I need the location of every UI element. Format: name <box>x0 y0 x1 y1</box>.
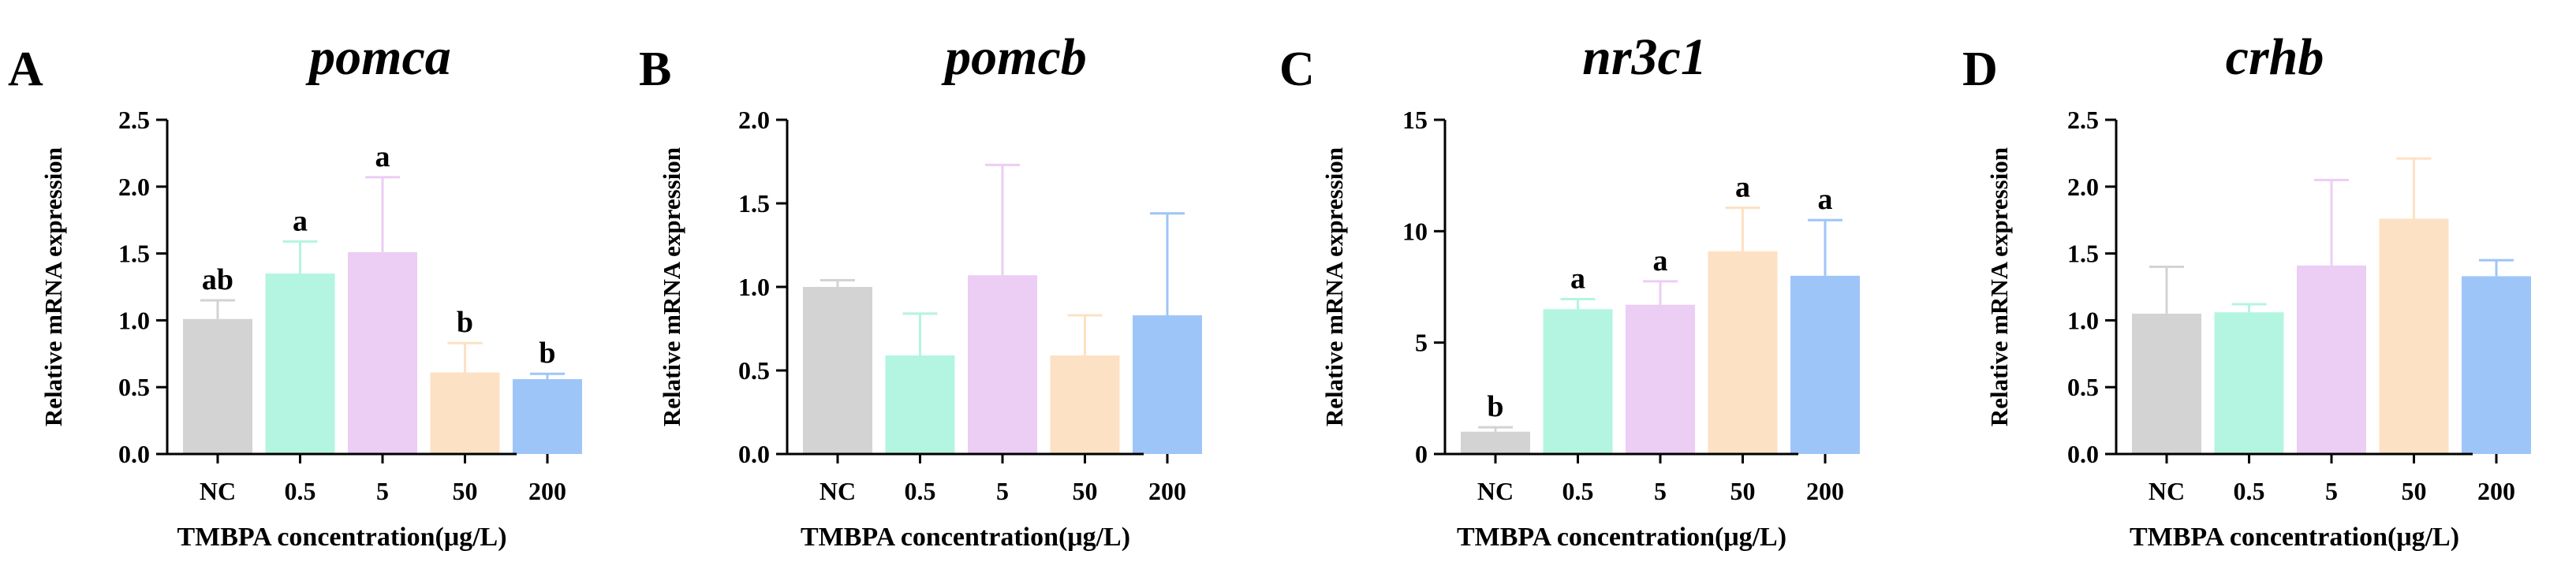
bar-NC <box>2132 313 2201 454</box>
significance-label: b <box>1487 390 1503 423</box>
x-tick-label: 0.5 <box>285 477 316 505</box>
y-axis-label: Relative mRNA expression <box>1985 147 2013 426</box>
x-tick-label: NC <box>200 477 236 505</box>
x-tick-label: 5 <box>996 477 1009 505</box>
y-tick-label: 0.5 <box>118 373 150 401</box>
x-tick-label: 0.5 <box>905 477 936 505</box>
bar-50 <box>1708 251 1778 454</box>
bar-200 <box>1133 315 1202 454</box>
x-axis-label: TMBPA concentration(μg/L) <box>1457 523 1786 552</box>
x-tick-label: 0.5 <box>2234 477 2265 505</box>
bar-50 <box>1050 355 1120 454</box>
significance-label: ab <box>202 263 233 296</box>
y-tick-label: 2.0 <box>738 106 770 134</box>
y-tick-label: 2.5 <box>118 106 150 134</box>
x-tick-label: NC <box>819 477 856 505</box>
significance-label: a <box>1653 244 1668 277</box>
x-tick-label: 50 <box>1073 477 1098 505</box>
y-tick-label: 1.5 <box>118 240 150 268</box>
chart-title: pomcb <box>941 28 1087 86</box>
bar-5 <box>348 251 417 454</box>
y-tick-label: 0.0 <box>118 440 150 468</box>
x-tick-label: 200 <box>1148 477 1186 505</box>
y-axis-label: Relative mRNA expression <box>1320 147 1348 426</box>
chart-title: pomca <box>305 28 451 86</box>
y-tick-label: 10 <box>1402 217 1428 245</box>
x-tick-label: NC <box>2149 477 2185 505</box>
y-tick-label: 0.5 <box>738 356 770 385</box>
y-tick-label: 2.0 <box>2067 173 2099 201</box>
x-tick-label: 0.5 <box>1562 477 1594 505</box>
y-axis-label: Relative mRNA expression <box>39 147 67 426</box>
bar-200 <box>1790 275 1860 454</box>
bar-5 <box>1626 304 1695 454</box>
y-tick-label: 2.5 <box>2067 106 2099 134</box>
bar-50 <box>2379 218 2449 454</box>
significance-label: a <box>1735 171 1750 204</box>
y-tick-label: 1.5 <box>738 189 770 218</box>
y-tick-label: 0.5 <box>2067 373 2099 401</box>
bar-NC <box>1461 431 1530 454</box>
y-tick-label: 5 <box>1415 329 1428 357</box>
significance-label: b <box>457 306 473 339</box>
significance-label: a <box>375 140 390 173</box>
bar-NC <box>803 287 872 454</box>
x-tick-label: 200 <box>2477 477 2515 505</box>
x-axis-label: TMBPA concentration(μg/L) <box>2130 523 2459 552</box>
x-tick-label: 200 <box>528 477 566 505</box>
y-tick-label: 0.0 <box>738 440 770 468</box>
bar-0.5 <box>2214 312 2284 454</box>
y-tick-label: 0.0 <box>2067 440 2099 468</box>
significance-label: b <box>539 337 555 370</box>
x-tick-label: NC <box>1477 477 1514 505</box>
x-tick-label: 50 <box>1730 477 1756 505</box>
panel-letter: D <box>1962 43 1998 96</box>
x-tick-label: 5 <box>376 477 389 505</box>
bar-200 <box>513 379 582 454</box>
bar-50 <box>430 372 500 454</box>
bar-0.5 <box>1543 309 1613 454</box>
bar-5 <box>2297 265 2366 454</box>
panel-letter: B <box>639 43 671 96</box>
x-tick-label: 200 <box>1806 477 1844 505</box>
y-axis-label: Relative mRNA expression <box>658 147 685 426</box>
y-tick-label: 1.0 <box>2067 306 2099 334</box>
y-tick-label: 1.0 <box>738 273 770 301</box>
x-tick-label: 5 <box>2325 477 2338 505</box>
y-tick-label: 1.0 <box>118 306 150 334</box>
significance-label: a <box>1818 183 1833 216</box>
x-tick-label: 50 <box>453 477 478 505</box>
significance-label: a <box>293 204 308 237</box>
chart-title: nr3c1 <box>1582 28 1707 86</box>
bar-200 <box>2462 276 2531 454</box>
y-tick-label: 0 <box>1415 440 1428 468</box>
x-axis-label: TMBPA concentration(μg/L) <box>801 523 1130 552</box>
bar-5 <box>968 275 1037 454</box>
x-tick-label: 50 <box>2402 477 2427 505</box>
chart-title: crhb <box>2226 28 2324 86</box>
x-tick-label: 5 <box>1654 477 1667 505</box>
bar-0.5 <box>265 274 335 454</box>
panel-letter: C <box>1279 43 1315 96</box>
y-tick-label: 15 <box>1402 106 1428 134</box>
panel-letter: A <box>8 43 43 96</box>
y-tick-label: 1.5 <box>2067 240 2099 268</box>
bar-0.5 <box>885 355 955 454</box>
x-axis-label: TMBPA concentration(μg/L) <box>177 523 506 552</box>
bar-NC <box>183 318 252 454</box>
significance-label: a <box>1570 262 1585 296</box>
y-tick-label: 2.0 <box>118 173 150 201</box>
